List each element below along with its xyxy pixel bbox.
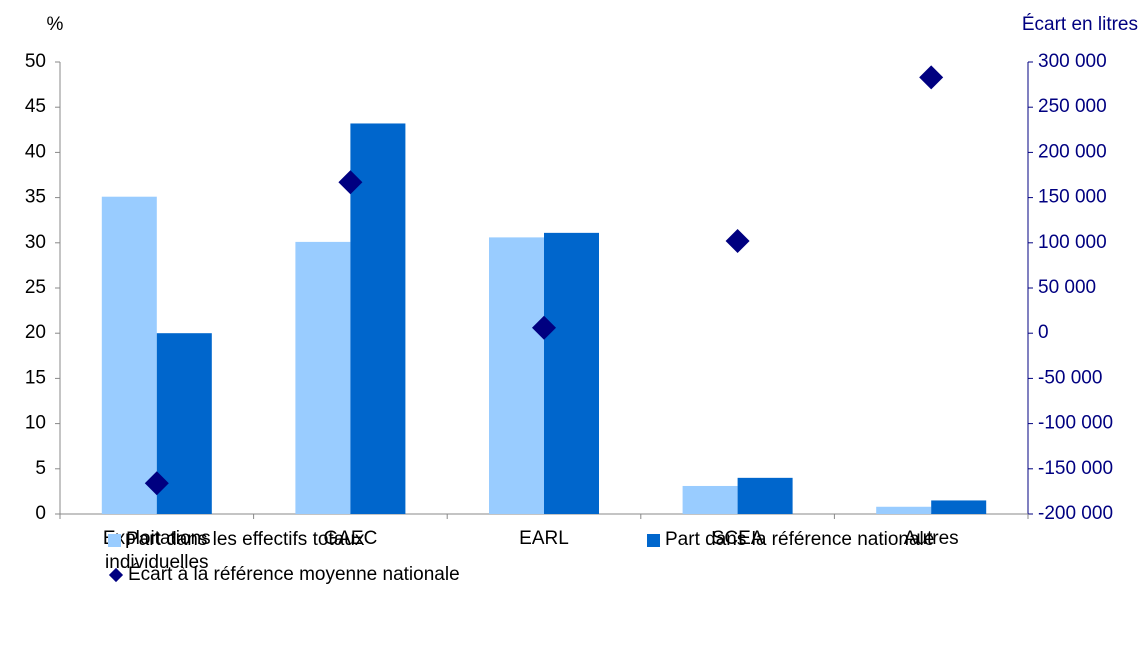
- y-tick-label: 20: [25, 322, 46, 343]
- diamond-marker: [725, 228, 750, 253]
- legend-item: Écart à la référence moyenne nationale: [108, 563, 460, 587]
- y-tick-label: 40: [25, 141, 46, 162]
- x-tick-label: Exploitations individuelles: [102, 528, 211, 573]
- diamond-marker: [144, 471, 169, 496]
- bar: [489, 237, 544, 514]
- y2-tick-label: 50 000: [1038, 277, 1096, 298]
- y-axis-title: %: [47, 14, 64, 35]
- bar: [737, 477, 793, 514]
- legend-swatch: [108, 533, 121, 547]
- legend-swatch: [647, 533, 660, 547]
- y-tick-label: 25: [25, 277, 46, 298]
- y2-tick-label: 200 000: [1038, 141, 1107, 162]
- y2-tick-label: -50 000: [1038, 367, 1102, 388]
- y2-axis-title: Écart en litres: [1022, 14, 1138, 35]
- legend-label: Part dans la référence nationale: [665, 529, 935, 550]
- y2-tick-label: 100 000: [1038, 232, 1107, 253]
- bar: [931, 500, 987, 514]
- x-tick-label: SCEA: [711, 528, 764, 549]
- bar: [350, 123, 406, 515]
- y-tick-label: 10: [25, 413, 46, 434]
- x-tick-label: GAEC: [323, 528, 378, 549]
- y-tick-label: 30: [25, 232, 46, 253]
- y2-tick-label: 150 000: [1038, 187, 1107, 208]
- y-tick-label: 5: [35, 458, 46, 479]
- legend-swatch: [108, 567, 124, 583]
- y2-tick-label: -100 000: [1038, 413, 1113, 434]
- bar: [544, 232, 599, 514]
- y2-tick-label: 300 000: [1038, 51, 1107, 72]
- y2-tick-label: 250 000: [1038, 96, 1107, 117]
- y-tick-label: 35: [25, 187, 46, 208]
- y2-tick-label: -200 000: [1038, 503, 1113, 524]
- diamond-marker: [532, 315, 556, 340]
- y-tick-label: 15: [25, 367, 46, 388]
- legend-item: Part dans la référence nationale: [647, 528, 934, 552]
- x-tick-label: EARL: [519, 528, 569, 549]
- y2-tick-label: -150 000: [1038, 458, 1113, 479]
- y-tick-label: 45: [25, 96, 46, 117]
- legend-label: Part dans les effectifs totaux: [126, 529, 365, 550]
- diamond-marker: [919, 65, 944, 90]
- bar: [295, 241, 351, 514]
- bar: [101, 196, 157, 515]
- bar: [876, 506, 932, 514]
- legend-label: Écart à la référence moyenne nationale: [128, 564, 460, 585]
- bar: [682, 485, 738, 514]
- y-tick-label: 0: [35, 503, 46, 524]
- diamond-marker: [338, 170, 363, 195]
- y2-tick-label: 0: [1038, 322, 1049, 343]
- y-tick-label: 50: [25, 51, 46, 72]
- legend-item: Part dans les effectifs totaux: [108, 528, 364, 552]
- x-tick-label: Autres: [903, 528, 959, 549]
